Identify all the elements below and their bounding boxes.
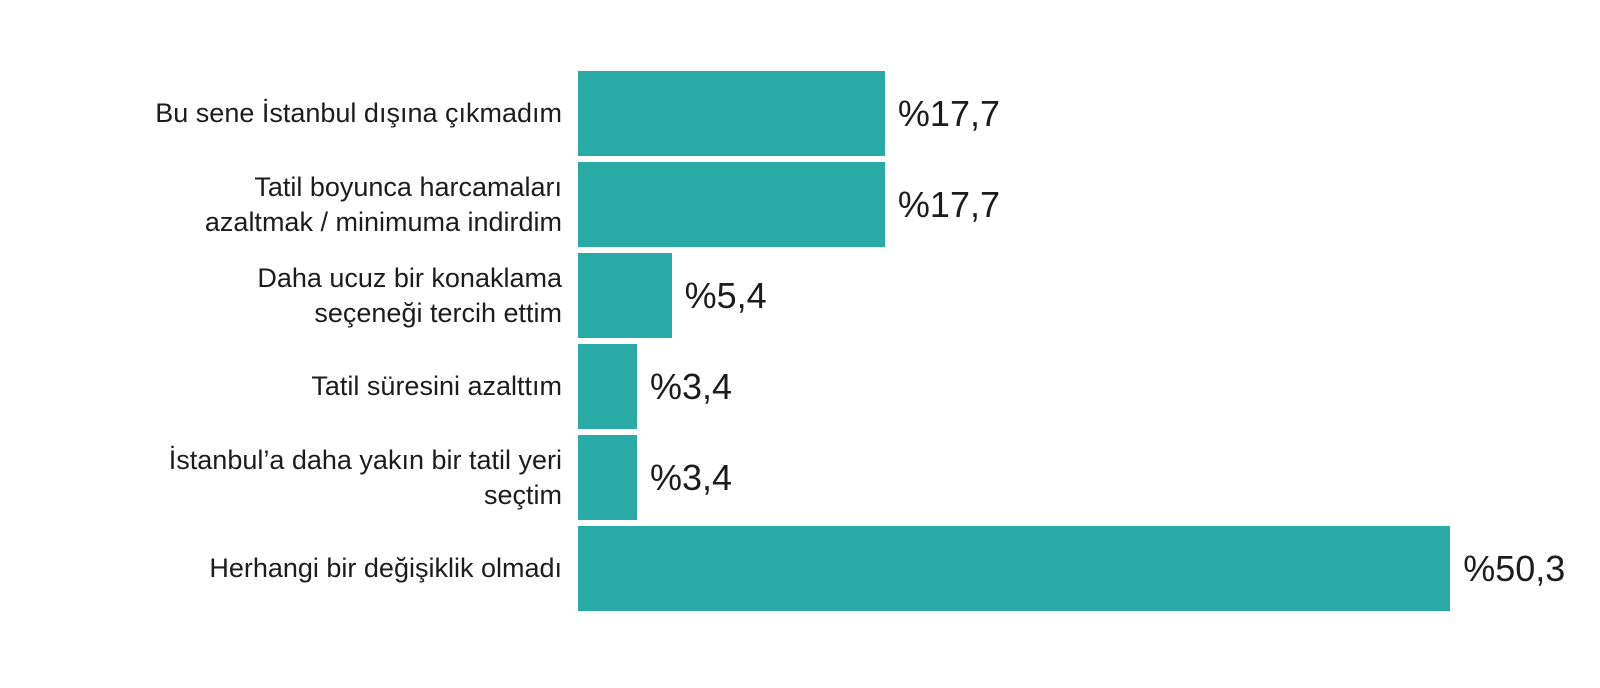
bar (578, 71, 885, 156)
value-label: %3,4 (649, 456, 733, 498)
chart-row: Tatil süresini azalttım %3,4 (0, 344, 1600, 429)
chart-row: Tatil boyunca harcamaları azaltmak / min… (0, 162, 1600, 247)
value-label: %17,7 (897, 92, 1000, 134)
value-label: %17,7 (897, 183, 1000, 225)
bar-track: %5,4 (578, 253, 1600, 338)
bar-track: %17,7 (578, 71, 1600, 156)
category-label: Tatil boyunca harcamaları azaltmak / min… (204, 171, 562, 237)
chart-row: Herhangi bir değişiklik olmadı %50,3 (0, 526, 1600, 611)
category-label: İstanbul’a daha yakın bir tatil yeri seç… (168, 444, 562, 510)
category-label: Daha ucuz bir konaklama seçeneği tercih … (257, 262, 562, 328)
category-label: Herhangi bir değişiklik olmadı (209, 553, 562, 583)
bar (578, 526, 1451, 611)
value-label: %3,4 (649, 365, 733, 407)
category-label: Tatil süresini azalttım (311, 371, 562, 401)
bar-track: %17,7 (578, 162, 1600, 247)
value-label: %50,3 (1463, 547, 1566, 589)
category-label: Bu sene İstanbul dışına çıkmadım (155, 98, 562, 128)
chart-row: İstanbul’a daha yakın bir tatil yeri seç… (0, 435, 1600, 520)
bar-track: %50,3 (578, 526, 1600, 611)
bar (578, 435, 637, 520)
value-label: %5,4 (684, 274, 767, 316)
bar (578, 162, 885, 247)
chart-row: Bu sene İstanbul dışına çıkmadım %17,7 (0, 71, 1600, 156)
chart-row: Daha ucuz bir konaklama seçeneği tercih … (0, 253, 1600, 338)
bar-track: %3,4 (578, 435, 1600, 520)
bar (578, 253, 672, 338)
bar (578, 344, 637, 429)
bar-track: %3,4 (578, 344, 1600, 429)
